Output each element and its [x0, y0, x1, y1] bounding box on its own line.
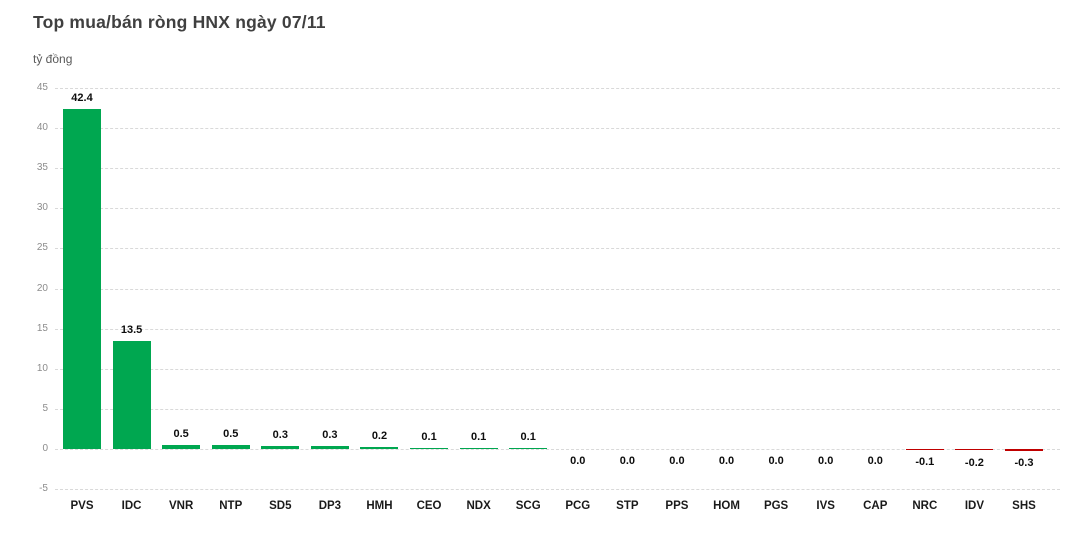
bar-pvs: [63, 108, 101, 449]
x-axis-category-label: IDV: [964, 500, 984, 512]
y-axis-unit-label: tỷ đồng: [33, 52, 73, 66]
x-axis-category-label: PPS: [665, 500, 689, 512]
x-axis-category-label: PGS: [763, 500, 789, 512]
x-axis-category-label: HMH: [366, 500, 393, 512]
gridline: [55, 489, 1060, 490]
bar-dp3: [310, 446, 349, 449]
gridline: [55, 88, 1060, 89]
x-axis-category-label: HOM: [713, 500, 740, 512]
y-axis-tick-label: 20: [36, 282, 48, 294]
x-axis-category-label: IDC: [121, 500, 142, 512]
chart-title: Top mua/bán ròng HNX ngày 07/11: [33, 12, 326, 32]
bar-value-label: 0.2: [371, 430, 388, 443]
x-axis-category-label: IVS: [816, 500, 835, 512]
x-axis-category-label: CEO: [416, 500, 442, 512]
bar-value-label: 0.5: [223, 427, 239, 440]
bar-value-label: 0.3: [322, 429, 338, 442]
bar-value-label: 0.0: [669, 454, 685, 467]
x-axis-category-label: CAP: [863, 500, 888, 512]
bar-value-label: 13.5: [120, 323, 143, 336]
y-axis-tick-label: -5: [39, 483, 48, 494]
bar-nrc: [905, 448, 944, 450]
x-axis-category-label: DP3: [318, 500, 342, 512]
y-axis-tick-label: 30: [36, 202, 48, 214]
bar-value-label: 0.5: [173, 427, 189, 440]
bar-value-label: 0.0: [818, 454, 834, 467]
y-axis-tick-label: 45: [36, 82, 48, 93]
bar-value-label: 42.4: [71, 91, 93, 104]
bar-sd5: [261, 446, 300, 449]
bar-vnr: [162, 444, 201, 449]
bar-hmh: [360, 447, 399, 449]
bar-ceo: [410, 448, 449, 449]
y-axis-tick-label: 10: [36, 362, 48, 374]
bar-value-label: 0.0: [619, 454, 635, 467]
bar-value-label: 0.3: [272, 429, 288, 442]
bar-idc: [112, 340, 151, 449]
gridline: [55, 288, 1060, 290]
bar-value-label: 0.0: [768, 454, 784, 467]
y-axis-tick-label: 0: [42, 442, 48, 454]
bar-shs: [1005, 448, 1043, 452]
x-axis-category-label: PCG: [565, 500, 591, 512]
y-axis-tick-label: 15: [36, 322, 48, 334]
bar-value-label: -0.1: [915, 455, 935, 468]
gridline: [55, 448, 1060, 450]
bar-value-label: 0.1: [470, 431, 487, 444]
bar-value-label: 0.1: [421, 431, 437, 444]
x-axis-category-label: NTP: [219, 500, 243, 512]
y-axis-tick-label: 25: [36, 242, 48, 254]
x-axis-category-label: SD5: [269, 500, 292, 512]
x-axis-category-label: STP: [616, 500, 639, 512]
bar-idv: [955, 448, 994, 451]
y-axis-tick-label: 5: [42, 402, 48, 414]
y-axis-tick-label: 35: [36, 162, 48, 174]
gridline: [55, 128, 1060, 130]
gridline: [55, 208, 1060, 210]
x-axis-category-label: NRC: [912, 500, 938, 512]
bar-scg: [509, 448, 548, 449]
bar-ntp: [211, 444, 250, 449]
bar-value-label: -0.3: [1014, 457, 1034, 470]
gridline: [55, 368, 1060, 370]
bar-value-label: 0.0: [570, 454, 586, 467]
x-axis-category-label: SCG: [515, 500, 541, 512]
bar-ndx: [459, 448, 498, 449]
bar-value-label: -0.2: [964, 456, 984, 469]
bar-value-label: 0.1: [520, 431, 536, 444]
x-axis-category-label: VNR: [169, 500, 194, 512]
bar-value-label: 0.0: [718, 454, 735, 467]
y-axis-tick-label: 40: [36, 122, 48, 134]
gridline: [55, 408, 1060, 410]
gridline: [55, 248, 1060, 250]
bar-value-label: 0.0: [867, 454, 883, 467]
gridline: [55, 328, 1060, 330]
x-axis-category-label: SHS: [1012, 500, 1036, 512]
x-axis-category-label: PVS: [70, 500, 94, 512]
gridline: [55, 168, 1060, 170]
x-axis-category-label: NDX: [466, 500, 491, 512]
